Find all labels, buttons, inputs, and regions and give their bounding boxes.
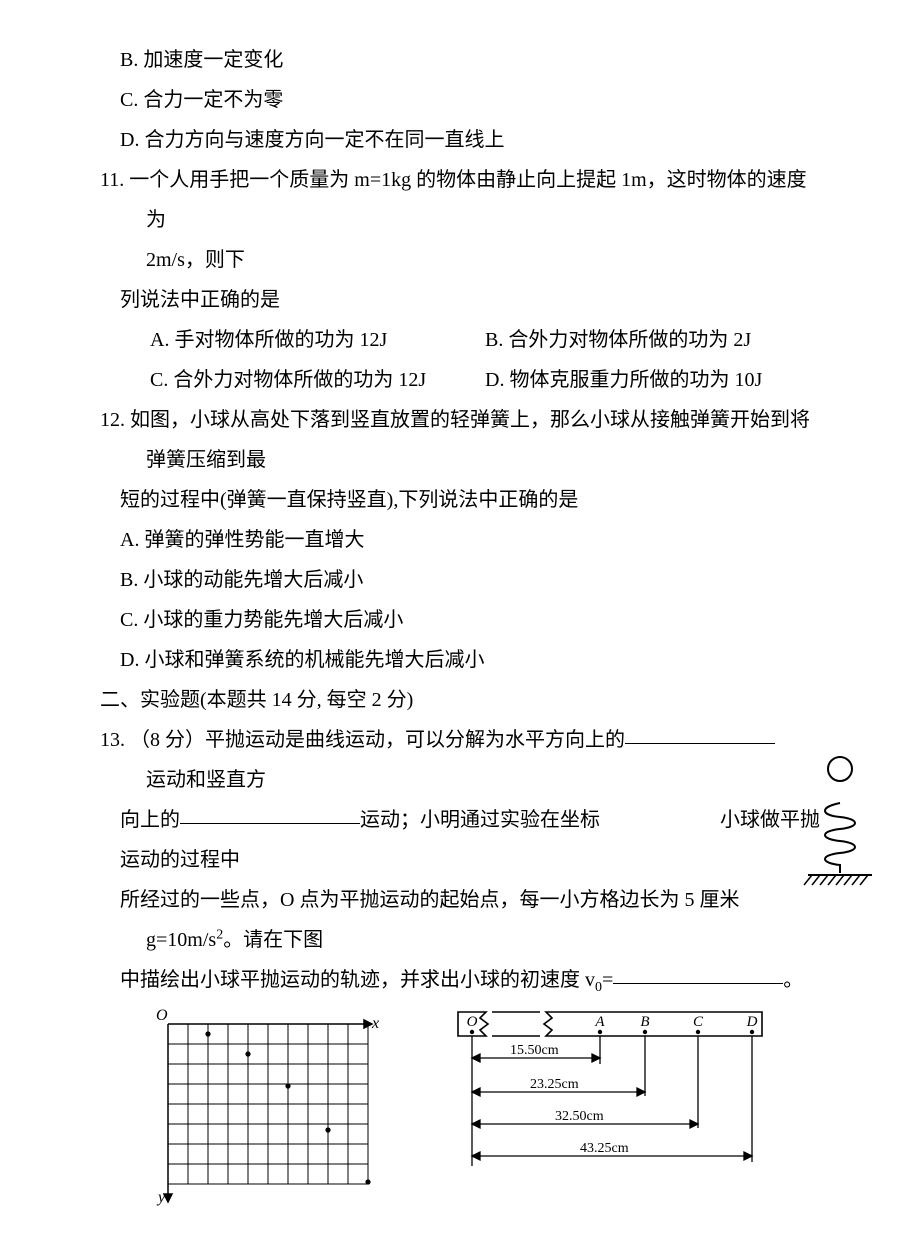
q12-stem-line2: 短的过程中(弹簧一直保持竖直),下列说法中正确的是	[100, 480, 820, 520]
text: 12. 如图，小球从高处下落到竖直放置的轻弹簧上，那么小球从接触弹簧开始到将弹簧…	[100, 409, 810, 471]
ticker-figure: O A B C D 15.50cm	[450, 1006, 770, 1176]
dim-1: 15.50cm	[510, 1043, 559, 1058]
text: B. 加速度一定变化	[120, 49, 283, 71]
q11-option-d: D. 物体克服重力所做的功为 10J	[485, 360, 820, 400]
text: 短的过程中(弹簧一直保持竖直),下列说法中正确的是	[120, 489, 578, 511]
text: 列说法中正确的是	[120, 289, 280, 311]
q12-option-a: A. 弹簧的弹性势能一直增大	[100, 520, 820, 560]
q13-line4: g=10m/s2。请在下图	[100, 920, 820, 960]
text: C. 合外力对物体所做的功为 12J	[150, 369, 426, 391]
q11-options-row2: C. 合外力对物体所做的功为 12J D. 物体克服重力所做的功为 10J	[100, 360, 820, 400]
blank-3[interactable]	[613, 963, 783, 984]
tick-label-O: O	[467, 1014, 478, 1030]
text: 11. 一个人用手把一个质量为 m=1kg 的物体由静止向上提起 1m，这时物体…	[100, 169, 807, 231]
q12-option-c: C. 小球的重力势能先增大后减小	[100, 600, 820, 640]
q10-option-b: B. 加速度一定变化	[100, 40, 820, 80]
q10-option-d: D. 合力方向与速度方向一定不在同一直线上	[100, 120, 820, 160]
q13-line3: 所经过的一些点，O 点为平抛运动的起始点，每一小方格边长为 5 厘米	[100, 880, 820, 920]
dim-4: 43.25cm	[580, 1141, 629, 1156]
dim-2: 23.25cm	[530, 1077, 579, 1092]
blank-2[interactable]	[180, 803, 360, 824]
q11-stem-line3: 列说法中正确的是	[100, 280, 820, 320]
q10-option-c: C. 合力一定不为零	[100, 80, 820, 120]
q12-option-b: B. 小球的动能先增大后减小	[100, 560, 820, 600]
text: 。	[783, 969, 803, 991]
q11-option-c: C. 合外力对物体所做的功为 12J	[150, 360, 485, 400]
text: D. 物体克服重力所做的功为 10J	[485, 369, 762, 391]
ball-icon	[828, 757, 852, 781]
text: B. 合外力对物体所做的功为 2J	[485, 329, 751, 351]
text: 所经过的一些点，O 点为平抛运动的起始点，每一小方格边长为 5 厘米	[120, 889, 739, 911]
text: =	[602, 969, 613, 991]
tick-label-A: A	[594, 1014, 605, 1030]
text: C. 合力一定不为零	[120, 89, 283, 111]
text: A. 手对物体所做的功为 12J	[150, 329, 387, 351]
text: B. 小球的动能先增大后减小	[120, 569, 363, 591]
q11-stem-line2: 2m/s，则下	[100, 240, 820, 280]
grid-label-O: O	[156, 1007, 168, 1024]
text: D. 小球和弹簧系统的机械能先增大后减小	[120, 649, 484, 671]
q12-stem-line1: 12. 如图，小球从高处下落到竖直放置的轻弹簧上，那么小球从接触弹簧开始到将弹簧…	[100, 400, 820, 480]
q13-line5: 中描绘出小球平抛运动的轨迹，并求出小球的初速度 v0=。	[100, 960, 820, 1000]
text: C. 小球的重力势能先增大后减小	[120, 609, 403, 631]
tick-label-C: C	[693, 1014, 704, 1030]
text: 运动和竖直方	[146, 769, 266, 791]
spring-icon	[825, 803, 855, 873]
section-2-header: 二、实验题(本题共 14 分, 每空 2 分)	[100, 680, 820, 720]
text: 2m/s，则下	[146, 249, 245, 271]
dim-3: 32.50cm	[555, 1109, 604, 1124]
text: 13. （8 分）平抛运动是曲线运动，可以分解为水平方向上的	[100, 729, 625, 751]
figures-row: O x y O A B C D	[100, 1006, 820, 1206]
q11-option-b: B. 合外力对物体所做的功为 2J	[485, 320, 820, 360]
q13-line1b: 运动和竖直方	[100, 760, 820, 800]
q11-options-row1: A. 手对物体所做的功为 12J B. 合外力对物体所做的功为 2J	[100, 320, 820, 360]
tick-label-D: D	[746, 1014, 758, 1030]
text: A. 弹簧的弹性势能一直增大	[120, 529, 364, 551]
text: 中描绘出小球平抛运动的轨迹，并求出小球的初速度 v	[120, 969, 595, 991]
q11-option-a: A. 手对物体所做的功为 12J	[150, 320, 485, 360]
q13-line2: 向上的运动；小明通过实验在坐标 小球做平抛运动的过程中	[100, 800, 820, 880]
grid-figure: O x y	[150, 1006, 380, 1206]
q13-line1: 13. （8 分）平抛运动是曲线运动，可以分解为水平方向上的	[100, 720, 820, 760]
q11-stem-line1: 11. 一个人用手把一个质量为 m=1kg 的物体由静止向上提起 1m，这时物体…	[100, 160, 820, 240]
q12-option-d: D. 小球和弹簧系统的机械能先增大后减小	[100, 640, 820, 680]
text: D. 合力方向与速度方向一定不在同一直线上	[120, 129, 504, 151]
spring-figure	[790, 755, 890, 905]
text: 向上的	[120, 809, 180, 831]
text: 二、实验题(本题共 14 分, 每空 2 分)	[100, 689, 413, 711]
blank-1[interactable]	[625, 723, 775, 744]
text: g=10m/s	[146, 929, 216, 951]
text: 。请在下图	[223, 929, 323, 951]
text: 运动；小明通过实验在坐标	[360, 809, 600, 831]
tick-label-B: B	[640, 1014, 649, 1030]
